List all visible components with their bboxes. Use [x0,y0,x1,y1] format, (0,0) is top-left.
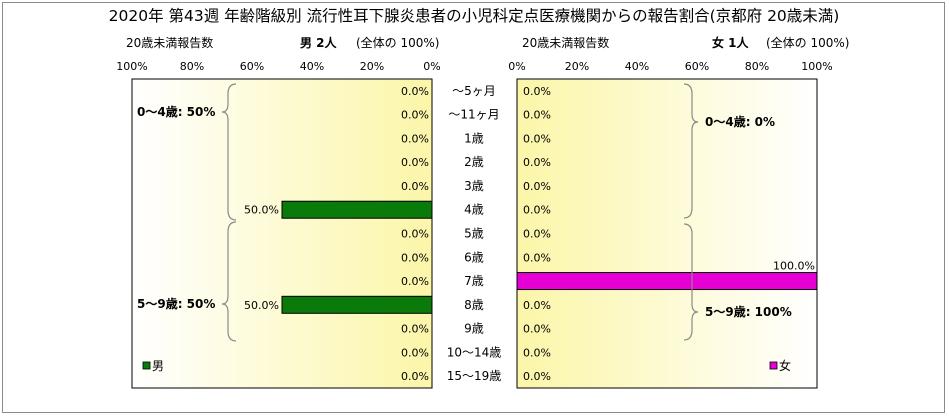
right-x-tick-label: 80% [745,60,769,73]
left-subtitle-count: 男 2人 [300,35,338,50]
right-x-tick-label: 100% [801,60,832,73]
chart-frame [2,2,945,413]
right-x-tick-label: 20% [565,60,589,73]
left-x-tick-label: 40% [300,60,324,73]
male-value-label: 0.0% [401,275,429,288]
left-plot-area [131,78,433,389]
left-x-tick-label: 0% [423,60,440,73]
male-value-label: 0.0% [401,156,429,169]
male-value-label: 0.0% [401,228,429,241]
category-label: ～11ヶ月 [448,108,499,122]
male-value-label: 0.0% [401,251,429,264]
legend-swatch-male [142,361,151,370]
female-value-label: 0.0% [523,156,551,169]
female-value-label: 0.0% [523,228,551,241]
category-label: 10～14歳 [447,345,502,359]
male-value-label: 0.0% [401,132,429,145]
right-group-brace-0-4 [683,83,699,219]
chart-title: 2020年 第43週 年齢階級別 流行性耳下腺炎患者の小児科定点医療機関からの報… [109,7,840,25]
male-bar [281,295,433,314]
male-value-label: 0.0% [401,346,429,359]
left-group-label-0-4: 0～4歳: 50% [137,104,215,119]
male-value-label: 50.0% [244,204,279,217]
female-value-label: 0.0% [523,180,551,193]
female-value-label: 0.0% [523,370,551,383]
category-label: 1歳 [464,131,484,145]
female-value-label: 0.0% [523,204,551,217]
left-x-tick-label: 80% [180,60,204,73]
male-value-label: 0.0% [401,180,429,193]
male-value-label: 0.0% [401,109,429,122]
left-group-brace-0-4 [221,83,237,221]
category-label: 15～19歳 [447,369,502,383]
legend-swatch-female [769,361,778,370]
female-value-label: 0.0% [523,85,551,98]
category-label: 7歳 [464,274,484,288]
female-value-label: 0.0% [523,323,551,336]
category-label: 6歳 [464,250,484,264]
right-subtitle-count: 女 1人 [712,35,750,50]
left-subtitle-share: (全体の 100%) [356,35,440,50]
female-value-label: 0.0% [523,346,551,359]
category-label: 9歳 [464,322,484,336]
female-bar [516,272,818,291]
left-group-label-5-9: 5～9歳: 50% [137,296,215,311]
right-x-tick-label: 0% [508,60,525,73]
left-subtitle-label: 20歳未満報告数 [126,35,213,50]
female-value-label: 0.0% [523,109,551,122]
left-x-tick-label: 60% [240,60,264,73]
right-plot-area [516,78,818,389]
male-value-label: 0.0% [401,85,429,98]
male-value-label: 50.0% [244,299,279,312]
legend-label-male: 男 [152,359,164,373]
female-value-label: 0.0% [523,251,551,264]
category-label: 3歳 [464,179,484,193]
right-x-tick-label: 60% [685,60,709,73]
male-value-label: 0.0% [401,370,429,383]
category-label: 4歳 [464,203,484,217]
right-subtitle-share: (全体の 100%) [766,35,850,50]
right-group-label-5-9: 5～9歳: 100% [705,304,792,319]
right-group-brace-5-9 [683,223,699,341]
category-label: 5歳 [464,227,484,241]
right-group-label-0-4: 0～4歳: 0% [705,114,775,129]
right-subtitle-label: 20歳未満報告数 [522,35,609,50]
left-x-tick-label: 100% [116,60,147,73]
category-label: 2歳 [464,155,484,169]
category-label: ～5ヶ月 [452,84,496,98]
male-value-label: 0.0% [401,323,429,336]
male-bar [281,200,433,219]
female-value-label: 0.0% [523,299,551,312]
category-label: 8歳 [464,298,484,312]
left-group-brace-5-9 [221,221,237,342]
legend-label-female: 女 [779,358,791,373]
right-x-tick-label: 40% [625,60,649,73]
female-value-label: 0.0% [523,132,551,145]
left-x-tick-label: 20% [360,60,384,73]
female-value-label: 100.0% [773,260,815,273]
